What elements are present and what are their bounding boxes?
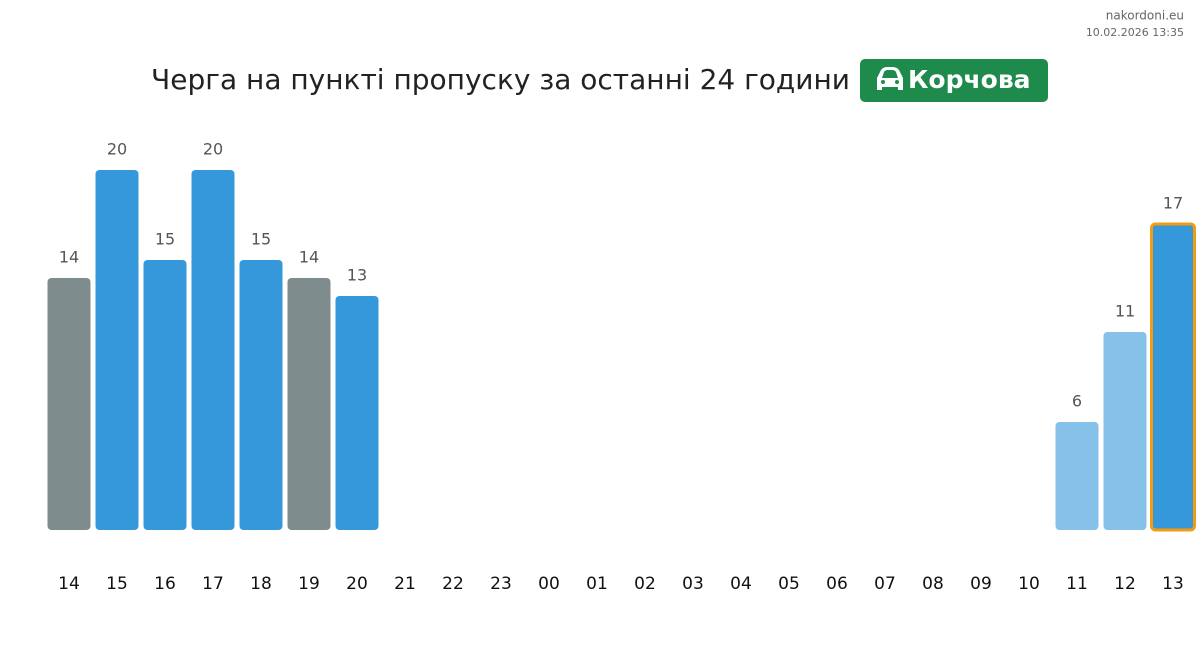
value-label: 6 [1072, 392, 1082, 411]
x-tick-label: 21 [394, 574, 416, 594]
x-tick-label: 09 [970, 574, 992, 594]
x-tick-label: 13 [1162, 574, 1184, 594]
value-label: 15 [251, 230, 271, 249]
badge-label: Корчова [908, 65, 1031, 94]
x-tick-label: 18 [250, 574, 272, 594]
value-label: 14 [59, 248, 79, 267]
value-label: 15 [155, 230, 175, 249]
value-label: 20 [203, 140, 223, 159]
x-tick-label: 22 [442, 574, 464, 594]
x-tick-label: 02 [634, 574, 656, 594]
badge [860, 59, 1048, 102]
bar [1150, 222, 1196, 532]
bar [287, 278, 331, 530]
car-icon [877, 67, 903, 90]
x-tick-label: 20 [346, 574, 368, 594]
x-tick-label: 16 [154, 574, 176, 594]
x-tick-label: 15 [106, 574, 128, 594]
x-tick-label: 05 [778, 574, 800, 594]
site-name: nakordoni.eu [1106, 9, 1184, 23]
x-tick-label: 19 [298, 574, 320, 594]
bar [191, 170, 235, 530]
x-tick-label: 14 [58, 574, 80, 594]
x-tick-label: 04 [730, 574, 752, 594]
bar [1103, 332, 1147, 530]
x-tick-label: 06 [826, 574, 848, 594]
bar [1055, 422, 1099, 530]
value-label: 11 [1115, 302, 1135, 321]
x-tick-label: 12 [1114, 574, 1136, 594]
x-tick-label: 23 [490, 574, 512, 594]
bar [239, 260, 283, 530]
timestamp: 10.02.2026 13:35 [1086, 26, 1184, 39]
x-tick-label: 11 [1066, 574, 1088, 594]
bar [143, 260, 187, 530]
value-label: 14 [299, 248, 319, 267]
bar [335, 296, 379, 530]
value-label: 13 [347, 266, 367, 285]
x-tick-label: 01 [586, 574, 608, 594]
chart-title: Черга на пункті пропуску за останні 24 г… [151, 63, 850, 96]
x-tick-label: 17 [202, 574, 224, 594]
x-tick-label: 00 [538, 574, 560, 594]
value-label: 20 [107, 140, 127, 159]
x-tick-label: 07 [874, 574, 896, 594]
bar [47, 278, 91, 530]
x-tick-label: 08 [922, 574, 944, 594]
value-label: 17 [1163, 194, 1183, 213]
bar [95, 170, 139, 530]
x-tick-label: 03 [682, 574, 704, 594]
x-tick-label: 10 [1018, 574, 1040, 594]
